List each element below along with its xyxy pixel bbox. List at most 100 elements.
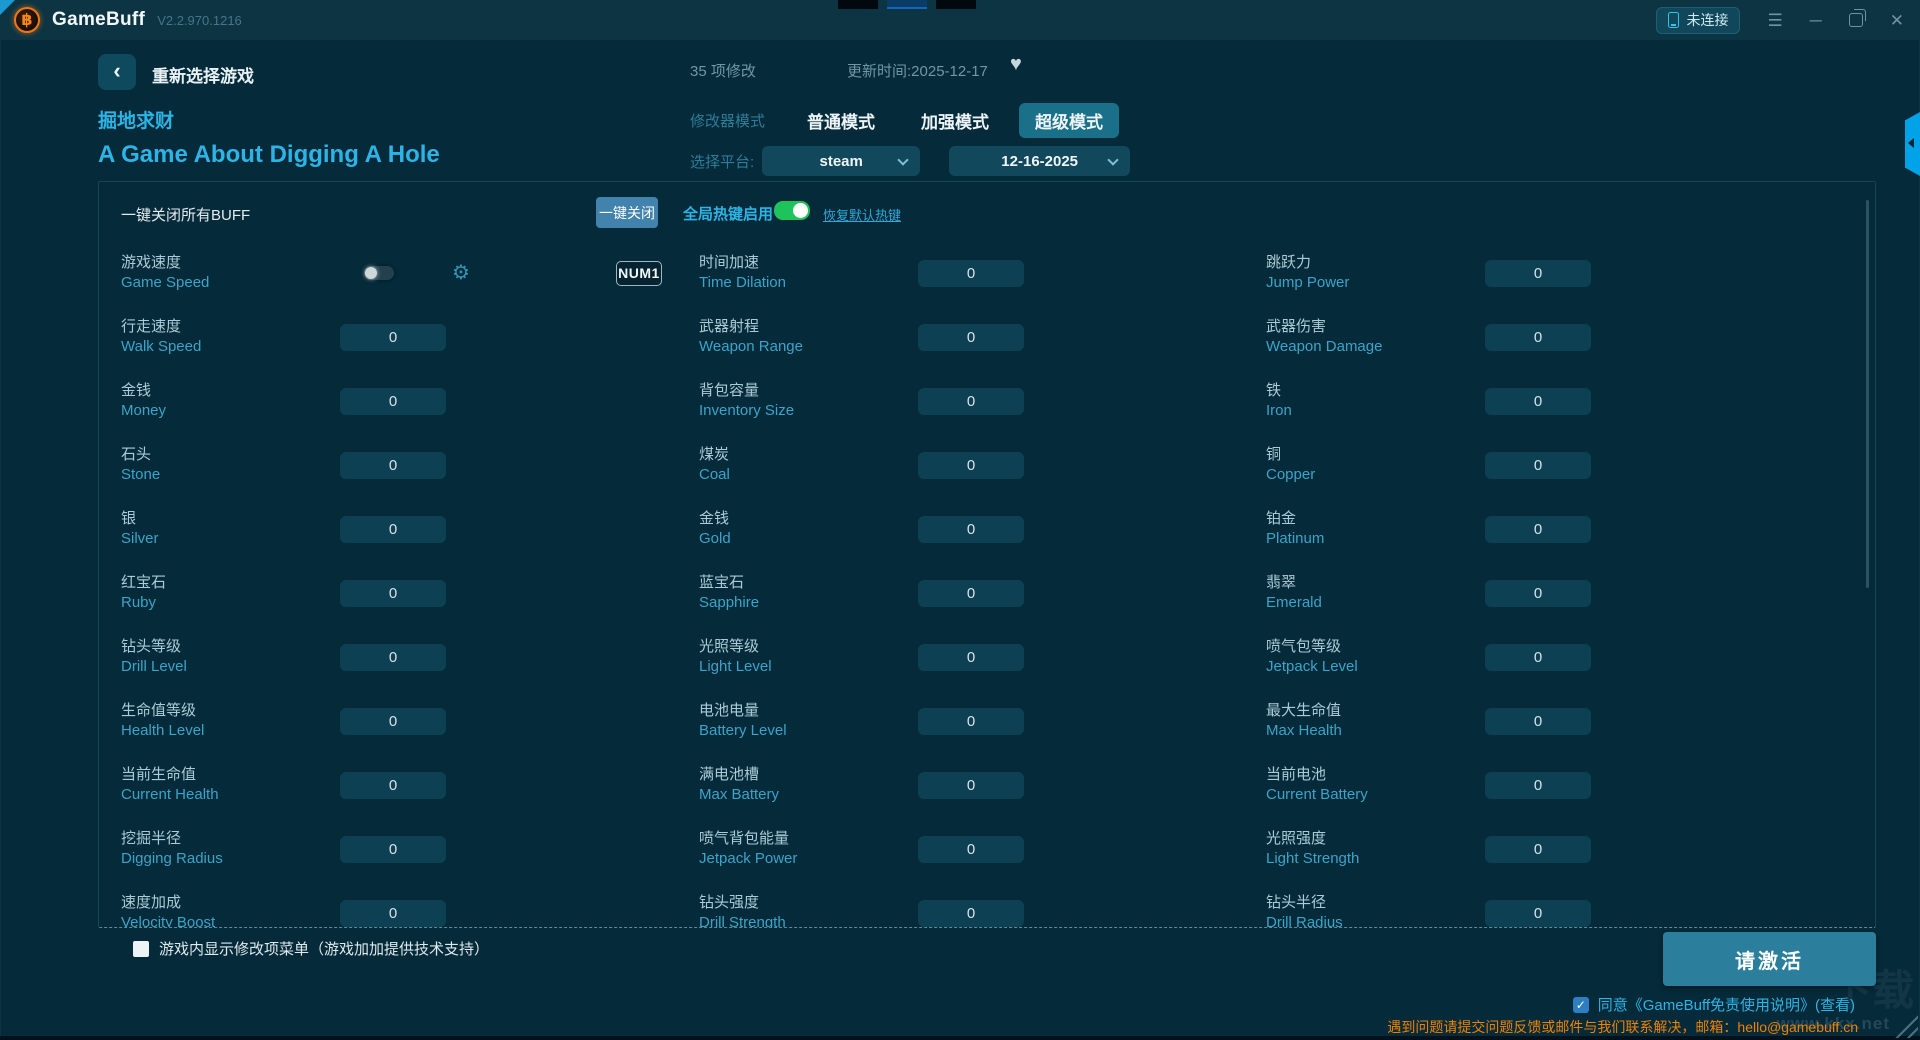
option-label-en: Stone [121, 466, 161, 483]
side-panel-tab[interactable] [1905, 112, 1920, 176]
option-value-input[interactable] [340, 643, 446, 671]
top-rect [838, 0, 878, 9]
close-icon[interactable]: ✕ [1889, 10, 1904, 30]
option-label-cn: 速度加成 [121, 894, 182, 911]
platform-label: 选择平台: [690, 153, 755, 171]
option-value-input[interactable] [918, 323, 1024, 351]
menu-icon[interactable]: ☰ [1767, 10, 1783, 30]
option-silver: 银 Silver [121, 497, 699, 561]
option-label-en: Walk Speed [121, 338, 202, 355]
option-label-cn: 最大生命值 [1266, 702, 1342, 719]
option-label-cn: 煤炭 [699, 446, 730, 463]
option-label-en: Jetpack Level [1266, 658, 1358, 675]
option-label-en: Digging Radius [121, 850, 223, 867]
option-value-input[interactable] [340, 899, 446, 927]
option-value-input[interactable] [1485, 899, 1591, 927]
option-weapon-damage: 武器伤害 Weapon Damage [1266, 305, 1875, 369]
gear-icon[interactable]: ⚙ [452, 262, 470, 284]
hotkey-badge[interactable]: NUM1 [615, 260, 662, 286]
version-value: 12-16-2025 [1001, 152, 1079, 170]
option-value-input[interactable] [340, 451, 446, 479]
option-value-input[interactable] [1485, 771, 1591, 799]
option-label: 喷气背包能量 Jetpack Power [699, 829, 918, 869]
minimize-icon[interactable]: ─ [1809, 10, 1822, 30]
option-max-health: 最大生命值 Max Health [1266, 689, 1875, 753]
option-value-input[interactable] [1485, 579, 1591, 607]
maximize-icon[interactable] [1848, 9, 1866, 27]
option-time-dilation: 时间加速 Time Dilation [699, 241, 1266, 305]
ingame-menu-label: 游戏内显示修改项菜单（游戏加加提供技术支持） [159, 941, 490, 958]
ingame-menu-checkbox[interactable] [133, 940, 149, 957]
option-value-input[interactable] [1485, 707, 1591, 735]
option-label-cn: 铁 [1266, 382, 1282, 399]
option-value-input[interactable] [340, 387, 446, 415]
global-hotkey-label: 全局热键启用 [683, 206, 774, 223]
option-label-cn: 银 [121, 510, 137, 527]
option-label-en: Current Battery [1266, 786, 1368, 803]
option-value-input[interactable] [340, 707, 446, 735]
option-label: 铂金 Platinum [1266, 509, 1485, 549]
reselect-game-label[interactable]: 重新选择游戏 [152, 67, 254, 86]
agreement-checkbox[interactable]: ✓ [1572, 996, 1589, 1013]
option-light-level: 光照等级 Light Level [699, 625, 1266, 689]
back-button[interactable]: ‹ [98, 54, 136, 90]
panel-scrollbar-thumb[interactable] [1866, 200, 1869, 588]
mod-count: 35 项修改 [690, 63, 756, 80]
option-value-input[interactable] [918, 579, 1024, 607]
option-toggle[interactable] [364, 266, 394, 280]
option-value-input[interactable] [340, 515, 446, 543]
option-value-input[interactable] [340, 835, 446, 863]
option-value-input[interactable] [918, 515, 1024, 543]
connection-status-button[interactable]: 未连接 [1656, 6, 1741, 34]
tab-normal-mode[interactable]: 普通模式 [807, 112, 876, 132]
option-label: 电池电量 Battery Level [699, 701, 918, 741]
platform-dropdown[interactable]: steam [762, 146, 921, 176]
option-value-input[interactable] [1485, 515, 1591, 543]
option-value-input[interactable] [918, 771, 1024, 799]
option-emerald: 翡翠 Emerald [1266, 561, 1875, 625]
option-label-cn: 喷气背包能量 [699, 830, 790, 847]
option-label-en: Silver [121, 530, 159, 547]
option-value-input[interactable] [918, 707, 1024, 735]
option-value-input[interactable] [1485, 835, 1591, 863]
option-value-input[interactable] [918, 643, 1024, 671]
option-value-input[interactable] [1485, 643, 1591, 671]
close-all-buff-label: 一键关闭所有BUFF [121, 207, 251, 224]
option-value-input[interactable] [918, 899, 1024, 927]
toggle-knob [365, 267, 377, 279]
activate-button[interactable]: 请激活 [1663, 932, 1876, 986]
option-value-input[interactable] [918, 387, 1024, 415]
bottom-strip [0, 1036, 1920, 1040]
option-jetpack-power: 喷气背包能量 Jetpack Power [699, 817, 1266, 881]
global-hotkey-toggle[interactable] [774, 201, 810, 220]
option-label-cn: 生命值等级 [121, 702, 197, 719]
option-label-en: Copper [1266, 466, 1316, 483]
option-label: 钻头等级 Drill Level [121, 637, 340, 677]
option-value-input[interactable] [340, 771, 446, 799]
tab-super-mode[interactable]: 超级模式 [1019, 102, 1120, 138]
favorite-heart-icon[interactable]: ♥ [1010, 53, 1022, 75]
chevron-down-icon [897, 154, 909, 166]
version-dropdown[interactable]: 12-16-2025 [949, 146, 1131, 176]
close-all-button[interactable]: 一键关闭 [596, 197, 658, 228]
option-label: 钻头强度 Drill Strength [699, 893, 918, 927]
option-value-input[interactable] [340, 323, 446, 351]
option-value-input[interactable] [1485, 259, 1591, 287]
tab-enhanced-mode[interactable]: 加强模式 [921, 112, 990, 132]
option-label-cn: 金钱 [121, 382, 152, 399]
option-value-input[interactable] [340, 579, 446, 607]
option-label: 铜 Copper [1266, 445, 1485, 485]
option-label-cn: 电池电量 [699, 702, 760, 719]
option-value-input[interactable] [1485, 323, 1591, 351]
option-gold: 金钱 Gold [699, 497, 1266, 561]
ingame-menu-row: 游戏内显示修改项菜单（游戏加加提供技术支持） [133, 938, 489, 959]
option-value-input[interactable] [1485, 451, 1591, 479]
option-value-input[interactable] [918, 259, 1024, 287]
option-value-input[interactable] [1485, 387, 1591, 415]
option-value-input[interactable] [918, 451, 1024, 479]
restore-default-hotkeys-link[interactable]: 恢复默认热键 [823, 208, 902, 223]
option-label-en: Health Level [121, 722, 205, 739]
agreement-text[interactable]: 同意《GameBuff免责使用说明》(查看) [1597, 997, 1855, 1014]
option-value-input[interactable] [918, 835, 1024, 863]
